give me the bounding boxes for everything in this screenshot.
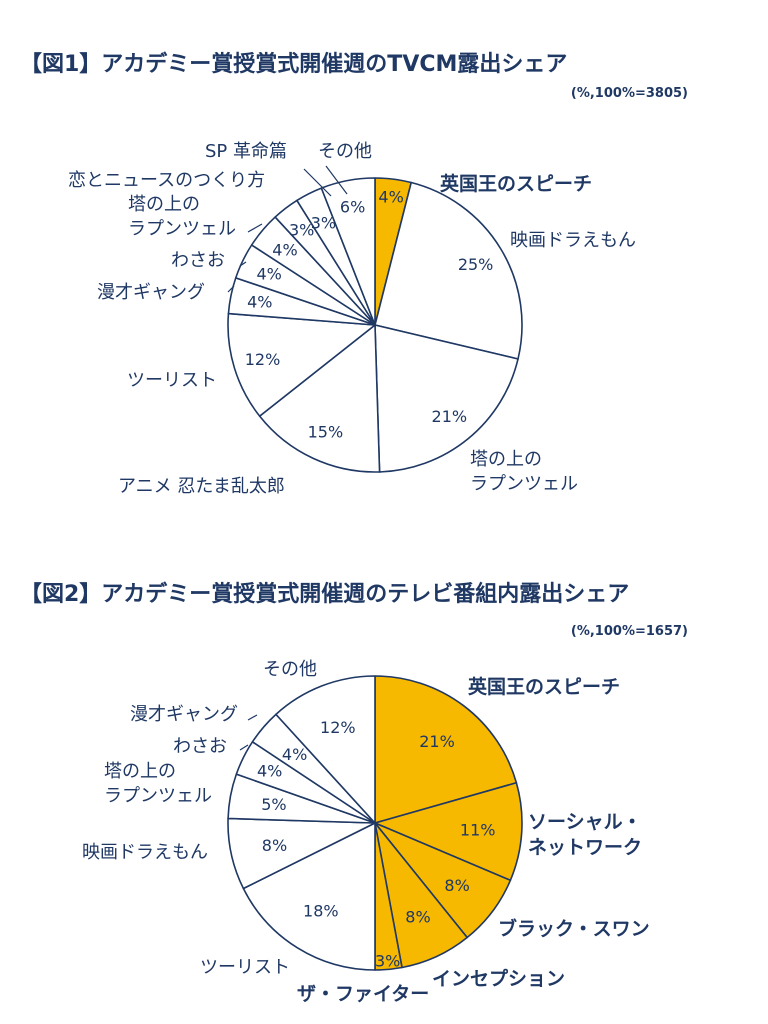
pie-2-slice-11 (275, 675, 376, 824)
pie-1-category-label-5: ツーリスト (127, 370, 217, 391)
pie-2-slice-1 (374, 675, 518, 824)
chart-1-title: 【図1】アカデミー賞授賞式開催週のTVCM露出シェア (20, 52, 568, 77)
pie-2-pct-label-9: 4% (257, 762, 282, 781)
chart-1-note: (%,100%=3805) (570, 86, 688, 101)
pie-1-category-label-6: 漫才ギャング (97, 282, 205, 303)
pie-1-pct-label-11: 6% (340, 198, 365, 217)
pie-2-category-label-5: ザ・ファイター (297, 983, 429, 1005)
pie-2-category-label-7: 映画ドラえもん (82, 842, 208, 863)
pie-2-pct-label-3: 8% (444, 876, 469, 895)
pie-2-category-label-8: 塔の上のラプンツェル (104, 761, 212, 806)
pie-1-category-label-10: SP 革命篇 (205, 141, 287, 162)
pie-2-category-label-3: ブラック・スワン (498, 917, 650, 940)
pie-2-pct-label-4: 8% (405, 908, 430, 927)
chart-1-pie: 4%25%21%15%12%4%4%4%3%3%6%英国王のスピーチ映画ドラえも… (68, 141, 636, 497)
pie-2-category-label-10: 漫才ギャング (130, 704, 238, 725)
pie-1-category-label-11: その他 (318, 141, 372, 162)
pie-1-category-label-9: 恋とニュースのつくり方 (68, 169, 265, 191)
pie-2-category-label-11: その他 (263, 659, 317, 680)
pie-1-pct-label-3: 21% (432, 407, 468, 426)
pie-1-category-label-4: アニメ 忍たま乱太郎 (118, 476, 285, 497)
pie-2-category-label-9: わさお (173, 736, 227, 757)
pie-1-pct-label-6: 4% (247, 292, 272, 311)
pie-1-pct-label-7: 4% (257, 265, 282, 284)
pie-1-leader-line-10 (325, 165, 348, 195)
pie-1-category-label-3: 塔の上のラプンツェル (470, 449, 578, 494)
pie-1-category-label-7: わさお (171, 250, 225, 271)
pie-1-pct-label-8: 4% (272, 240, 297, 259)
pie-1-slice-11 (320, 177, 376, 326)
chart-2-title: 【図2】アカデミー賞授賞式開催週のテレビ番組内露出シェア (20, 582, 630, 607)
pie-2-slice-6 (242, 822, 376, 971)
pie-1-pct-label-1: 4% (378, 188, 403, 207)
pie-1-pct-label-2: 25% (458, 255, 494, 274)
pie-2-pct-label-2: 11% (460, 820, 496, 839)
pie-1-slice-4 (258, 324, 381, 473)
pie-2-category-label-6: ツーリスト (200, 957, 290, 978)
pie-1-slice-2 (374, 181, 523, 360)
pie-1-pct-label-10: 3% (311, 214, 336, 233)
pie-2-pct-label-7: 8% (262, 836, 287, 855)
pie-1-pct-label-9: 3% (289, 220, 314, 239)
pie-1-category-label-2: 映画ドラえもん (510, 230, 636, 251)
pie-2-slice-2 (374, 781, 523, 882)
pie-2-pct-label-5: 3% (375, 952, 400, 971)
pie-2-category-label-4: インセプション (432, 967, 565, 990)
pie-2-pct-label-11: 12% (320, 718, 356, 737)
pie-2-leader-line-10 (247, 714, 258, 721)
pie-1-pct-label-5: 12% (245, 350, 281, 369)
pie-2-category-label-2: ソーシャル・ネットワーク (528, 811, 642, 859)
pie-2-category-label-1: 英国王のスピーチ (468, 675, 620, 698)
pie-2-leader-line-9 (239, 744, 249, 751)
pie-1-pct-label-4: 15% (308, 423, 344, 442)
chart-2-note: (%,100%=1657) (570, 624, 688, 639)
pie-1-slice-3 (374, 324, 519, 473)
pie-1-category-label-8: 塔の上のラプンツェル (128, 194, 236, 239)
chart-2-pie: 21% 11% 8% 8% 3% 18% 8% 5% 4%4% 12% 英国王のスピーチソーシャル・… (82, 659, 650, 1005)
pie-1-leader-line-6 (227, 285, 235, 293)
pie-2-pct-label-8: 5% (261, 795, 286, 814)
pie-1-slice-5 (227, 312, 376, 417)
pie-2-pct-label-6: 18% (303, 902, 339, 921)
pie-1-leader-line-9 (303, 168, 332, 197)
pie-1-leader-line-7 (239, 261, 247, 267)
pie-1-leader-line-8 (247, 223, 263, 233)
pie-2-pct-label-1: 21% (419, 732, 455, 751)
pie-2-pct-label-10: 4% (282, 745, 307, 764)
pie-1-category-label-1: 英国王のスピーチ (440, 172, 592, 195)
